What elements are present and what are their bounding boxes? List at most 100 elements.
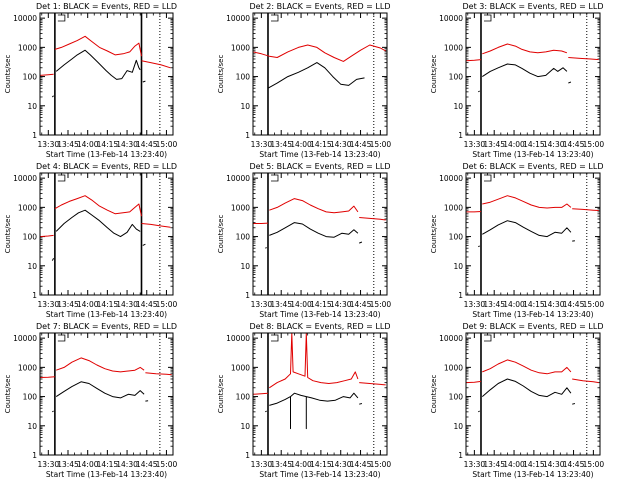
x-tick-label: 13:45: [270, 460, 292, 469]
series-group: [466, 360, 599, 412]
plot-frame: [253, 13, 387, 135]
panel-det-9: Det 9: BLACK = Events, RED = LLD Counts/s…: [430, 322, 604, 479]
events-series-line: [572, 404, 575, 405]
x-tick-label: 14:00: [290, 140, 312, 149]
y-tick-label: 10: [240, 102, 250, 111]
y-tick-label: 1: [245, 451, 250, 460]
panel-title: Det 3: BLACK = Events, RED = LLD: [463, 2, 604, 11]
y-tick-label: 10000: [226, 334, 250, 343]
events-series-line: [568, 82, 571, 83]
x-tick-label: 14:15: [523, 300, 545, 309]
plot-frame: [466, 333, 600, 455]
y-axis-label: Counts/sec: [217, 55, 225, 94]
events-series-line: [478, 411, 479, 412]
y-tick-label: 10000: [439, 334, 463, 343]
x-tick-label: 14:45: [563, 300, 585, 309]
lld-series-line: [55, 196, 142, 217]
x-tick-label: 13:45: [57, 460, 79, 469]
lld-series-line: [359, 383, 386, 385]
y-tick-label: 1000: [444, 203, 463, 212]
y-tick-label: 100: [449, 73, 464, 82]
x-tick-label: 14:00: [503, 300, 525, 309]
y-tick-label: 10: [27, 262, 37, 271]
x-tick-label: 14:00: [503, 460, 525, 469]
x-tick-label: 13:30: [464, 300, 486, 309]
x-tick-label: 14:45: [563, 140, 585, 149]
y-axis-label: Counts/sec: [217, 215, 225, 254]
y-tick-label: 1000: [18, 363, 37, 372]
x-tick-label: 14:15: [97, 300, 119, 309]
events-series-line: [478, 91, 479, 92]
events-series-line: [143, 81, 146, 82]
y-tick-label: 1000: [18, 203, 37, 212]
x-tick-label: 14:00: [290, 460, 312, 469]
lld-series-line: [253, 45, 386, 61]
x-tick-label: 13:30: [38, 300, 60, 309]
events-series-line: [359, 404, 362, 405]
x-tick-label: 14:30: [330, 300, 352, 309]
x-tick-label: 14:15: [310, 140, 332, 149]
y-tick-label: 10: [453, 262, 463, 271]
events-series-line: [143, 244, 146, 245]
lld-series-line: [253, 393, 268, 394]
y-tick-label: 1: [458, 451, 463, 460]
series-group: [40, 36, 170, 97]
y-tick-label: 10000: [439, 174, 463, 183]
x-tick-label: 14:00: [290, 300, 312, 309]
lld-series-line: [269, 333, 358, 388]
x-tick-label: 14:45: [136, 300, 158, 309]
x-tick-label: 14:15: [97, 460, 119, 469]
lld-series-line: [359, 218, 386, 221]
series-group: [253, 199, 386, 249]
x-tick-label: 13:30: [38, 460, 60, 469]
y-tick-label: 1000: [231, 363, 250, 372]
x-tick-label: 14:45: [350, 140, 372, 149]
x-axis-label: Start Time (13-Feb-14 13:23:40): [259, 150, 380, 159]
y-tick-label: 100: [23, 233, 38, 242]
y-tick-label: 10: [27, 422, 37, 431]
x-tick-label: 15:00: [156, 300, 178, 309]
y-axis-label: Counts/sec: [430, 375, 438, 414]
events-series-line: [56, 382, 144, 398]
x-tick-label: 13:45: [483, 300, 505, 309]
events-series-line: [269, 223, 358, 238]
plot-frame: [40, 173, 173, 295]
x-tick-label: 14:00: [503, 140, 525, 149]
x-tick-label: 14:45: [350, 300, 372, 309]
y-tick-label: 100: [236, 233, 251, 242]
lld-series-line: [482, 196, 571, 208]
events-series-line: [269, 393, 358, 428]
panel-det-2: Det 2: BLACK = Events, RED = LLDCounts/s…: [217, 2, 391, 159]
x-tick-label: 13:45: [270, 140, 292, 149]
x-tick-label: 15:00: [583, 300, 605, 309]
y-tick-label: 100: [449, 393, 464, 402]
y-tick-label: 10000: [439, 14, 463, 23]
x-tick-label: 14:45: [136, 140, 158, 149]
x-tick-label: 15:00: [370, 300, 392, 309]
panel-title: Det 9: BLACK = Events, RED = LLD: [463, 322, 604, 331]
x-tick-label: 14:00: [77, 300, 99, 309]
x-axis-label: Start Time (13-Feb-14 13:23:40): [472, 310, 593, 319]
y-tick-label: 100: [23, 73, 38, 82]
x-tick-label: 13:30: [251, 140, 273, 149]
flag-box-marker: [271, 15, 278, 21]
y-axis-label: Counts/sec: [217, 375, 225, 414]
lld-series-line: [40, 235, 54, 236]
events-series-line: [482, 221, 571, 237]
y-tick-label: 1: [32, 131, 37, 140]
y-tick-label: 10: [240, 422, 250, 431]
flag-box-marker: [58, 335, 65, 341]
y-axis-label: Counts/sec: [4, 215, 12, 254]
x-tick-label: 15:00: [156, 460, 178, 469]
events-series-line: [56, 210, 140, 236]
lld-series-line: [572, 209, 599, 211]
lld-series-line: [56, 358, 144, 372]
x-tick-label: 15:00: [583, 140, 605, 149]
panel-det-5: Det 5: BLACK = Events, RED = LLD Counts/s…: [217, 162, 391, 319]
panel-title: Det 5: BLACK = Events, RED = LLD: [250, 162, 391, 171]
x-tick-label: 13:30: [38, 140, 60, 149]
x-tick-label: 13:45: [57, 300, 79, 309]
panel-det-3: Det 3: BLACK = Events, RED = LLDCounts/s…: [430, 2, 604, 159]
lld-series-line: [466, 381, 481, 382]
